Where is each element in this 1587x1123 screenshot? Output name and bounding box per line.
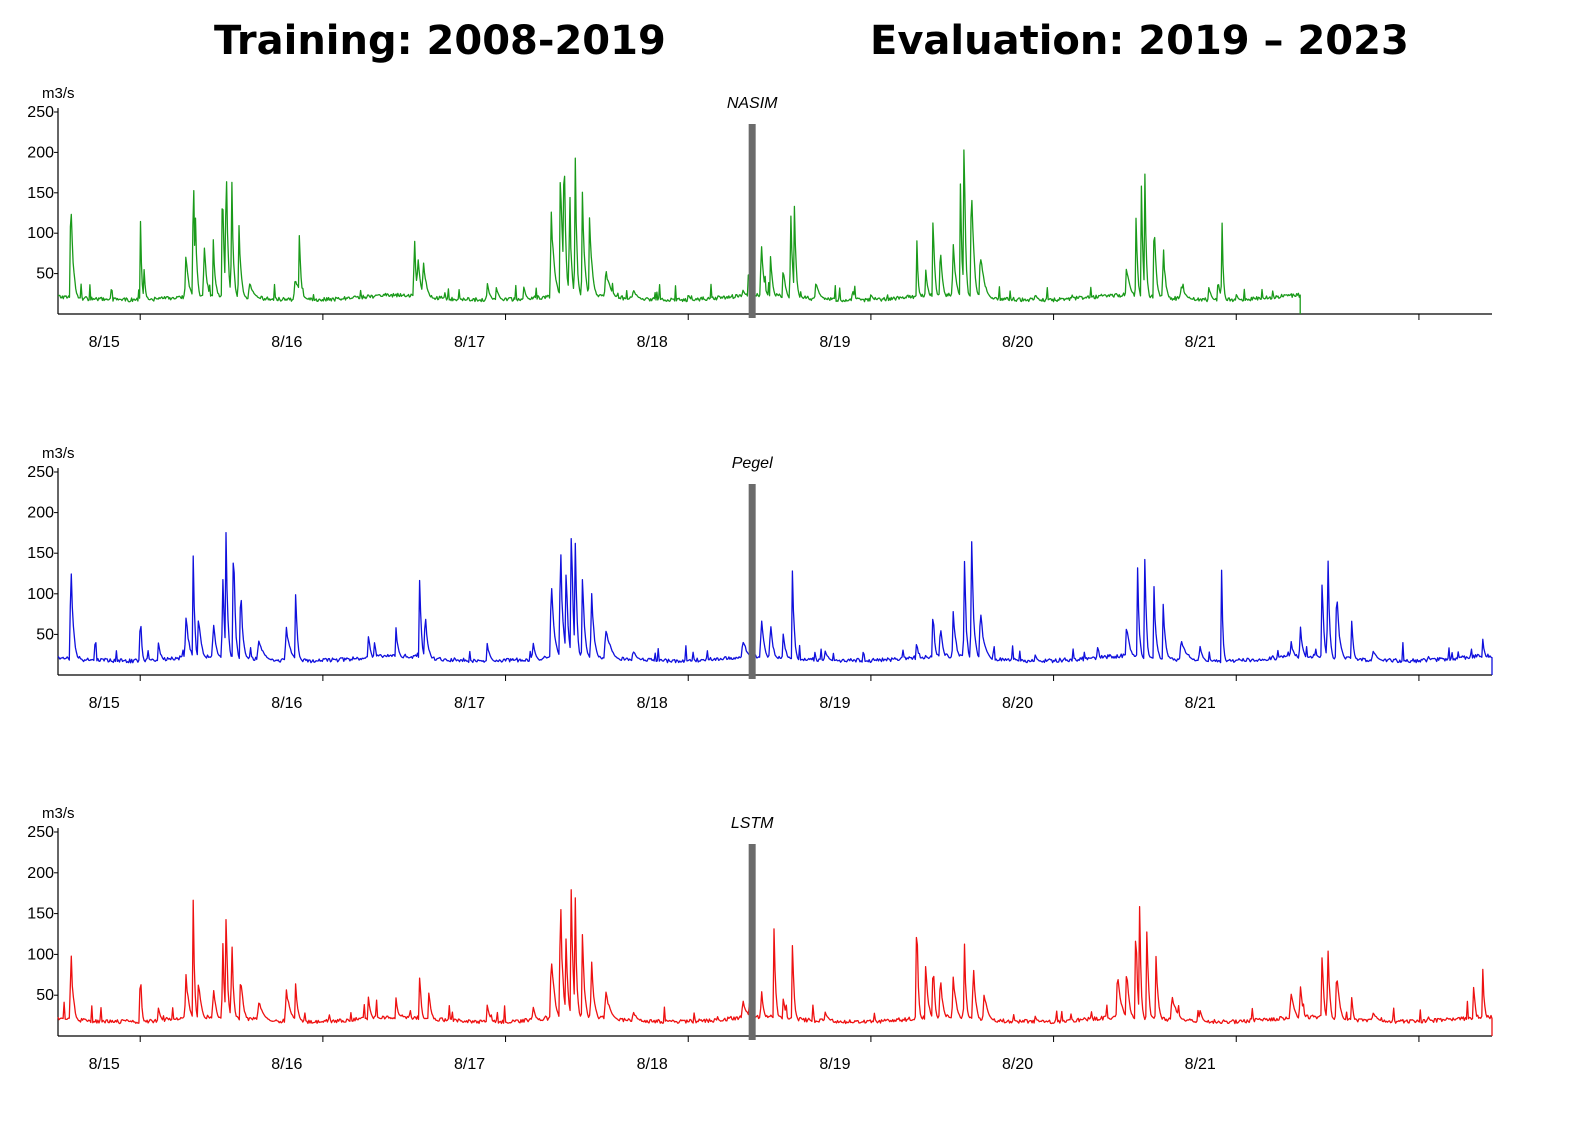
y-tick-label: 50: [36, 266, 54, 283]
x-tick-label: 8/16: [271, 695, 302, 712]
chart-panel-nasim: 50 100 150 200 250 m3/s 8/15 8/16 8/17 8/18 8/19 8/…: [27, 85, 1492, 351]
y-unit-label: m3/s: [42, 445, 75, 462]
y-tick-label: 150: [27, 185, 54, 202]
training-heading: Training: 2008-2019: [214, 18, 666, 64]
x-tick-label: 8/17: [454, 695, 485, 712]
y-tick-label: 100: [27, 946, 54, 963]
chart-panel-pegel: 50 100 150 200 250 m3/s 8/15 8/16 8/17 8/18 8/19 8/…: [27, 445, 1493, 712]
x-tick-label: 8/15: [89, 1056, 120, 1073]
evaluation-heading: Evaluation: 2019 – 2023: [870, 18, 1409, 64]
y-tick-label: 250: [27, 104, 54, 121]
y-tick-label: 200: [27, 144, 54, 161]
y-unit-label: m3/s: [42, 85, 75, 102]
x-tick-label: 8/21: [1185, 695, 1216, 712]
y-tick-label: 150: [27, 906, 54, 923]
x-tick-label: 8/17: [454, 334, 485, 351]
train-eval-split-marker: [748, 124, 756, 318]
x-tick-label: 8/19: [819, 695, 850, 712]
x-tick-label: 8/18: [637, 1056, 668, 1073]
x-tick-label: 8/20: [1002, 334, 1033, 351]
y-tick-label: 250: [27, 464, 54, 481]
x-tick-label: 8/18: [637, 334, 668, 351]
y-tick-label: 100: [27, 586, 54, 603]
y-tick-label: 50: [36, 626, 54, 643]
series-title: Pegel: [732, 455, 773, 472]
x-tick-label: 8/16: [271, 1056, 302, 1073]
y-tick-label: 150: [27, 545, 54, 562]
y-unit-label: m3/s: [42, 805, 75, 822]
train-eval-split-marker: [748, 484, 756, 679]
x-tick-label: 8/21: [1185, 1056, 1216, 1073]
series-title: LSTM: [731, 815, 774, 832]
series-line-pegel: [57, 531, 1493, 675]
x-tick-label: 8/16: [271, 334, 302, 351]
x-tick-label: 8/17: [454, 1056, 485, 1073]
y-tick-label: 50: [36, 987, 54, 1004]
series-line-lstm: [57, 889, 1493, 1036]
train-eval-split-marker: [748, 844, 756, 1040]
y-tick-label: 200: [27, 865, 54, 882]
series-title: NASIM: [727, 95, 778, 112]
x-tick-label: 8/19: [819, 334, 850, 351]
x-tick-label: 8/21: [1185, 334, 1216, 351]
y-tick-label: 100: [27, 225, 54, 242]
x-tick-label: 8/20: [1002, 1056, 1033, 1073]
y-tick-label: 200: [27, 505, 54, 522]
x-tick-label: 8/15: [89, 695, 120, 712]
series-line-nasim: [57, 149, 1301, 314]
chart-panel-lstm: 50 100 150 200 250 m3/s 8/15 8/16 8/17 8/18 8/19 8/…: [27, 805, 1493, 1073]
x-tick-label: 8/18: [637, 695, 668, 712]
y-tick-label: 250: [27, 824, 54, 841]
x-tick-label: 8/15: [89, 334, 120, 351]
x-tick-label: 8/19: [819, 1056, 850, 1073]
x-tick-label: 8/20: [1002, 695, 1033, 712]
